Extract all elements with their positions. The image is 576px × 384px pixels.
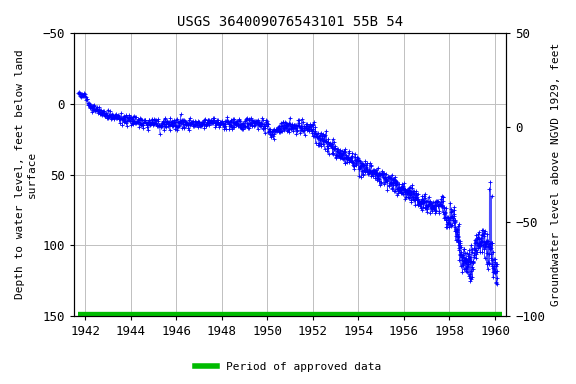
Y-axis label: Depth to water level, feet below land
surface: Depth to water level, feet below land su…: [15, 50, 37, 300]
Title: USGS 364009076543101 55B 54: USGS 364009076543101 55B 54: [177, 15, 403, 29]
Y-axis label: Groundwater level above NGVD 1929, feet: Groundwater level above NGVD 1929, feet: [551, 43, 561, 306]
Legend: Period of approved data: Period of approved data: [191, 358, 385, 377]
